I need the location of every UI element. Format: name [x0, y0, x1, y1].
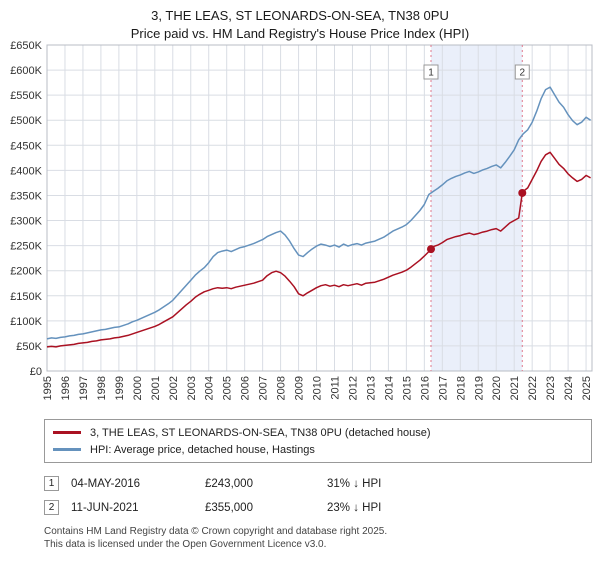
svg-text:1995: 1995 [42, 376, 54, 400]
svg-text:2010: 2010 [312, 376, 324, 400]
legend-item-property: 3, THE LEAS, ST LEONARDS-ON-SEA, TN38 0P… [53, 424, 583, 441]
svg-text:1998: 1998 [96, 376, 108, 400]
svg-text:2005: 2005 [222, 376, 234, 400]
chart-page: 3, THE LEAS, ST LEONARDS-ON-SEA, TN38 0P… [0, 8, 600, 551]
svg-text:£300K: £300K [10, 216, 42, 228]
svg-text:2004: 2004 [204, 376, 216, 400]
svg-text:2006: 2006 [240, 376, 252, 400]
svg-text:£100K: £100K [10, 316, 42, 328]
sale-1-date: 04-MAY-2016 [71, 477, 141, 490]
svg-text:1999: 1999 [114, 376, 126, 400]
sale-1-price: £243,000 [205, 477, 253, 490]
footer-line-1: Contains HM Land Registry data © Crown c… [44, 526, 388, 537]
svg-text:2012: 2012 [347, 376, 359, 400]
sale-row-2: 2 11-JUN-2021 £355,000 23% ↓ HPI [44, 500, 600, 515]
chart-title: 3, THE LEAS, ST LEONARDS-ON-SEA, TN38 0P… [151, 8, 449, 23]
legend: 3, THE LEAS, ST LEONARDS-ON-SEA, TN38 0P… [44, 419, 592, 463]
svg-text:£400K: £400K [10, 165, 42, 177]
svg-text:£650K: £650K [10, 41, 42, 52]
svg-text:2020: 2020 [491, 376, 503, 400]
sales-annotations: 1 04-MAY-2016 £243,000 31% ↓ HPI 2 11-JU… [44, 476, 600, 515]
svg-text:2000: 2000 [132, 376, 144, 400]
sale-2-marker-number: 2 [44, 500, 59, 515]
footer: Contains HM Land Registry data © Crown c… [44, 525, 600, 551]
svg-text:2011: 2011 [330, 376, 342, 400]
footer-line-2: This data is licensed under the Open Gov… [44, 539, 327, 550]
sale-1-hpi-delta: 31% ↓ HPI [327, 477, 382, 490]
svg-text:2016: 2016 [419, 376, 431, 400]
hpi-line-label: HPI: Average price, detached house, Hast… [90, 443, 315, 456]
svg-text:2023: 2023 [545, 376, 557, 400]
svg-text:£250K: £250K [10, 241, 42, 253]
svg-text:2003: 2003 [186, 376, 198, 400]
svg-text:2021: 2021 [509, 376, 521, 400]
svg-text:2: 2 [519, 68, 525, 79]
svg-text:£500K: £500K [10, 115, 42, 127]
legend-item-hpi: HPI: Average price, detached house, Hast… [53, 441, 583, 458]
svg-text:2001: 2001 [150, 376, 162, 400]
svg-text:2025: 2025 [581, 376, 593, 400]
svg-text:2007: 2007 [258, 376, 270, 400]
svg-text:2002: 2002 [168, 376, 180, 400]
chart-subtitle: Price paid vs. HM Land Registry's House … [130, 26, 470, 41]
hpi-line-swatch [53, 448, 81, 451]
svg-text:2024: 2024 [563, 376, 575, 400]
svg-text:1997: 1997 [78, 376, 90, 400]
svg-text:£200K: £200K [10, 266, 42, 278]
sale-2-price: £355,000 [205, 501, 253, 514]
svg-text:£50K: £50K [16, 341, 42, 353]
property-line-swatch [53, 431, 81, 434]
svg-text:£450K: £450K [10, 140, 42, 152]
property-line-label: 3, THE LEAS, ST LEONARDS-ON-SEA, TN38 0P… [90, 426, 431, 439]
svg-text:£150K: £150K [10, 291, 42, 303]
svg-text:2014: 2014 [383, 376, 395, 400]
svg-text:2015: 2015 [401, 376, 413, 400]
svg-text:£600K: £600K [10, 65, 42, 77]
svg-text:1: 1 [428, 68, 434, 79]
sale-2-hpi-delta: 23% ↓ HPI [327, 501, 382, 514]
price-chart: 1 2 £0 £50K £100K £150K £200K £250K £300K £350K £4… [10, 41, 593, 400]
svg-text:£0: £0 [30, 366, 42, 378]
svg-text:2022: 2022 [527, 376, 539, 400]
svg-text:2009: 2009 [294, 376, 306, 400]
svg-text:1996: 1996 [60, 376, 72, 400]
svg-text:2013: 2013 [365, 376, 377, 400]
svg-text:£550K: £550K [10, 90, 42, 102]
svg-text:2018: 2018 [455, 376, 467, 400]
svg-text:2019: 2019 [473, 376, 485, 400]
svg-text:2017: 2017 [437, 376, 449, 400]
sale-1-marker-number: 1 [44, 476, 59, 491]
sale-row-1: 1 04-MAY-2016 £243,000 31% ↓ HPI [44, 476, 600, 491]
svg-text:2008: 2008 [276, 376, 288, 400]
svg-text:£350K: £350K [10, 190, 42, 202]
sale-2-date: 11-JUN-2021 [71, 501, 139, 514]
